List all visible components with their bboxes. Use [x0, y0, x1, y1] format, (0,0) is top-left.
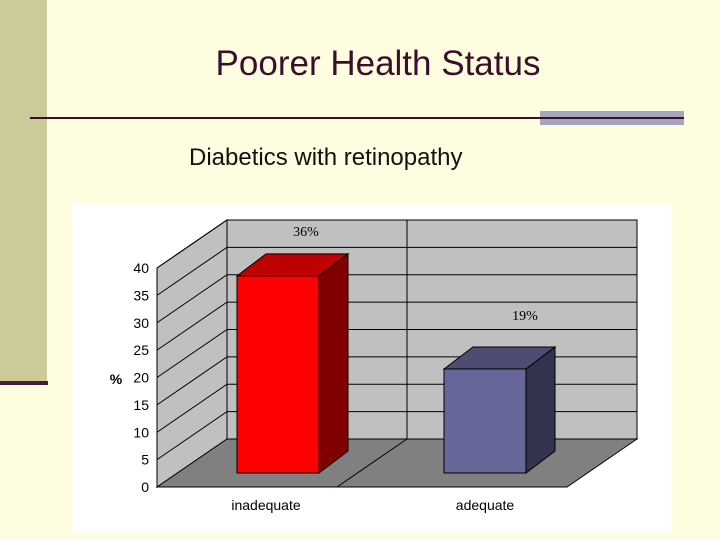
slide-title: Poorer Health Status — [215, 44, 541, 83]
bar-inadequate — [235, 252, 350, 475]
title-divider — [30, 117, 680, 119]
y-tick-label: 15 — [133, 397, 149, 413]
y-axis-label: % — [110, 371, 123, 387]
side-decoration-band — [0, 0, 47, 384]
title-divider-accent-line — [540, 117, 684, 119]
side-decoration-line — [0, 381, 48, 385]
y-tick-label: 35 — [133, 287, 149, 303]
gridline — [156, 219, 637, 269]
gridline — [156, 329, 637, 378]
bar-chart: 0 5 10 15 20 25 30 35 40 36% inadequate 19% adequat… — [110, 219, 639, 513]
floor-divider — [336, 438, 408, 488]
slide-subtitle: Diabetics with retinopathy — [189, 144, 463, 171]
bar-front-face — [236, 275, 320, 474]
y-tick-label: 40 — [133, 260, 149, 276]
y-tick-label: 30 — [133, 315, 149, 331]
y-tick-label: 25 — [133, 342, 149, 358]
x-category-label: inadequate — [231, 497, 301, 513]
y-tick-label: 5 — [141, 452, 149, 468]
gridline — [156, 301, 637, 351]
x-category-label: adequate — [456, 497, 515, 513]
gridline — [156, 274, 637, 324]
bar-side-face — [318, 252, 349, 475]
data-label: 36% — [293, 225, 319, 240]
gridline — [156, 246, 637, 296]
y-tick-label: 10 — [133, 424, 149, 440]
bar-side-face — [525, 345, 556, 475]
data-label: 19% — [512, 309, 538, 324]
bar-front-face — [443, 368, 527, 474]
y-tick-label: 20 — [133, 370, 149, 386]
bar-adequate — [442, 345, 557, 475]
y-tick-label: 0 — [141, 479, 149, 495]
